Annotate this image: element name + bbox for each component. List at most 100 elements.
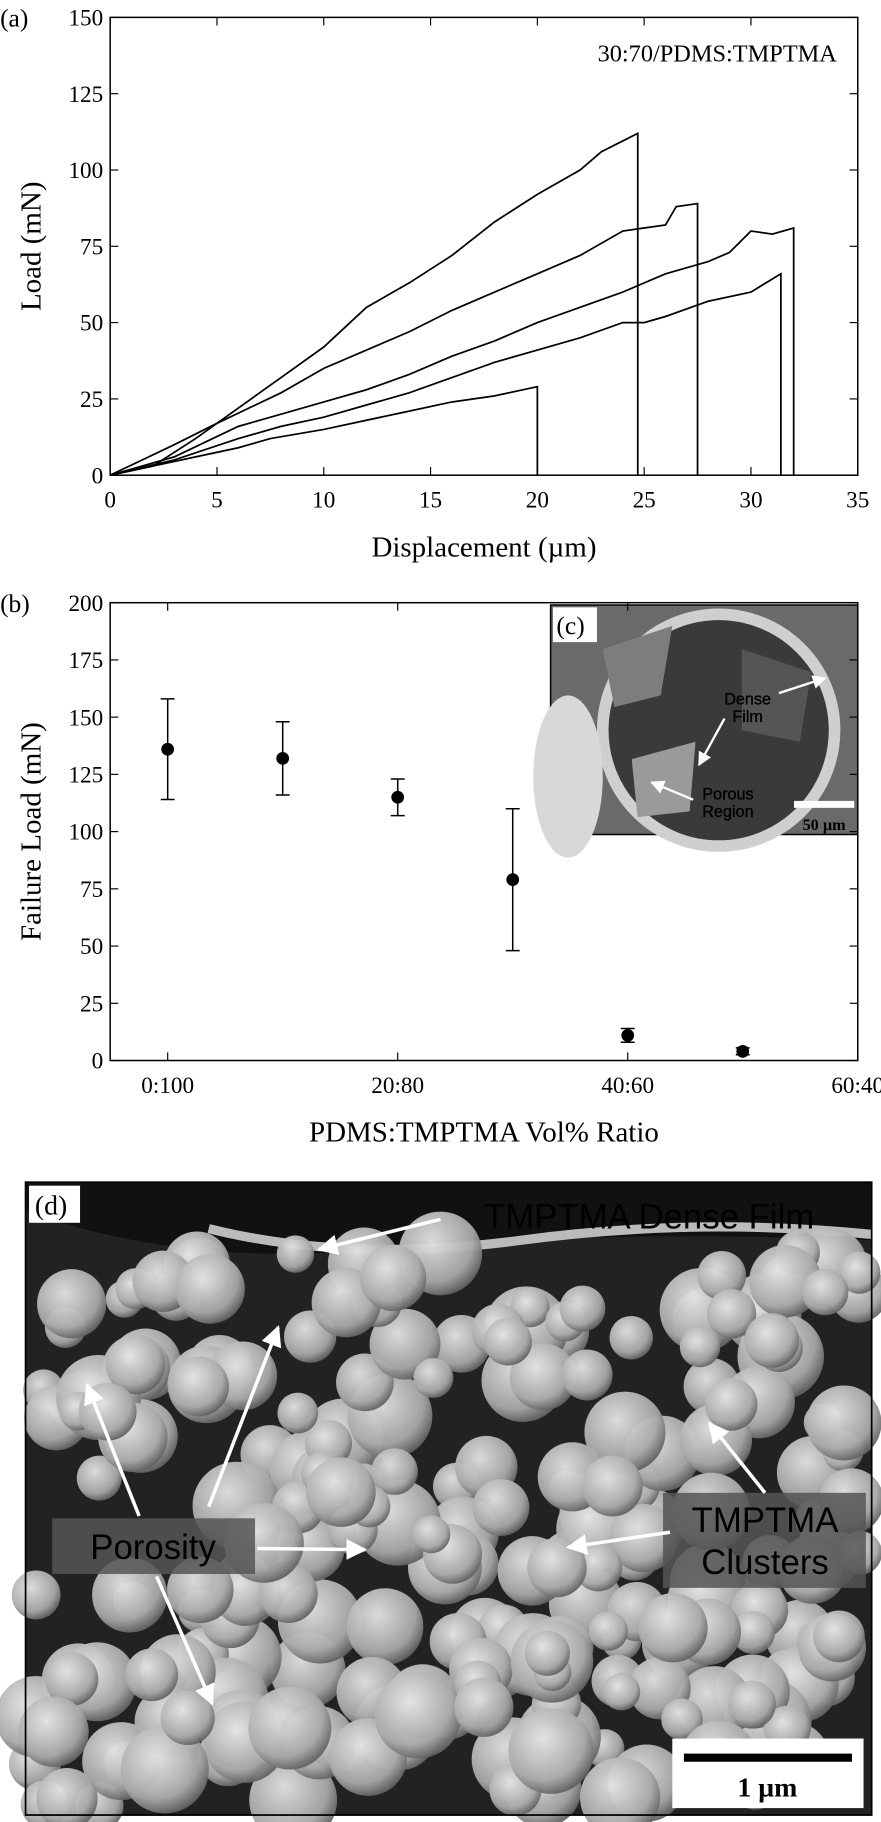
- scale-bar: [683, 1753, 852, 1762]
- cluster: [120, 1725, 209, 1814]
- cluster: [277, 1392, 319, 1434]
- y-tick-label: 175: [68, 648, 103, 674]
- arrow: [708, 1421, 767, 1494]
- cluster: [371, 1448, 418, 1495]
- cluster: [728, 1680, 776, 1729]
- cluster: [509, 1343, 577, 1411]
- label-bg: [52, 1518, 256, 1574]
- cluster: [813, 1610, 865, 1663]
- x-tick-label: 40:60: [601, 1073, 654, 1099]
- x-tick-label: 20:80: [371, 1073, 424, 1099]
- load-curve: [109, 131, 639, 477]
- x-tick-label: 10: [312, 488, 335, 514]
- y-tick-label: 25: [80, 387, 103, 413]
- cluster: [524, 1630, 570, 1676]
- scale-bar-bg: [672, 1738, 864, 1809]
- y-tick-label: 150: [68, 705, 103, 731]
- panel-label-bg: [29, 1185, 81, 1223]
- y-axis-label: Failure Load (mN): [16, 722, 48, 941]
- sem-image: (d) TMPTMA Dense Film Porosity TMPTMA Cluste…: [0, 1181, 881, 1822]
- annotation: Region: [702, 803, 753, 821]
- cluster: [744, 1313, 800, 1368]
- arrow: [650, 780, 694, 801]
- cluster: [472, 1479, 530, 1536]
- data-point: [161, 742, 175, 756]
- cluster: [588, 1611, 629, 1651]
- load-curve: [109, 272, 782, 477]
- cluster: [175, 1254, 245, 1324]
- arrow: [778, 675, 827, 695]
- y-tick-label: 50: [80, 934, 103, 960]
- load-curve: [109, 385, 539, 477]
- y-tick-label: 200: [68, 591, 103, 617]
- cluster: [484, 1317, 532, 1366]
- y-tick-label: 75: [80, 234, 103, 260]
- arrow: [84, 1383, 141, 1517]
- panel-label-bg: [552, 607, 597, 643]
- load-curve: [109, 226, 795, 477]
- arrow: [257, 1538, 368, 1560]
- cluster: [374, 1671, 462, 1759]
- y-tick-label: 75: [80, 877, 103, 903]
- cluster: [838, 1251, 881, 1294]
- fragment: [631, 741, 696, 818]
- annotation: TMPTMA: [692, 1502, 840, 1540]
- y-axis-label: Load (mN): [16, 182, 48, 312]
- cluster: [584, 1391, 666, 1473]
- y-tick-label: 100: [68, 820, 103, 846]
- y-tick-label: 50: [80, 311, 103, 337]
- load-curve: [109, 202, 699, 476]
- cluster: [78, 1382, 137, 1441]
- cluster: [36, 1768, 98, 1822]
- cluster: [412, 1515, 451, 1554]
- cluster: [360, 1245, 427, 1312]
- x-tick-label: 0: [104, 488, 116, 514]
- scale-bar-label: 50 µm: [803, 816, 847, 834]
- arrow: [154, 1575, 215, 1706]
- y-tick-label: 150: [68, 5, 103, 31]
- panel-label: (c): [556, 611, 584, 640]
- cluster: [731, 1610, 775, 1655]
- cluster: [346, 1588, 424, 1665]
- cluster: [125, 1648, 179, 1702]
- arrow: [207, 1325, 282, 1508]
- annotation: Porosity: [90, 1529, 216, 1567]
- y-tick-label: 100: [68, 158, 103, 184]
- data-point: [276, 751, 290, 765]
- cluster: [45, 1652, 99, 1706]
- plot-frame: [109, 16, 859, 476]
- cluster: [559, 1285, 606, 1332]
- cluster: [76, 1455, 122, 1501]
- x-tick-label: 25: [633, 488, 656, 514]
- x-tick-label: 35: [846, 488, 869, 514]
- cluster: [638, 1593, 708, 1663]
- cluster: [582, 1455, 643, 1517]
- y-tick-label: 0: [92, 1049, 104, 1075]
- x-tick-label: 0:100: [141, 1073, 194, 1099]
- x-tick-label: 60:40: [831, 1073, 881, 1099]
- cluster: [609, 1503, 678, 1573]
- neighbor: [533, 695, 603, 858]
- x-tick-label: 5: [211, 488, 223, 514]
- data-point: [391, 790, 405, 804]
- label-bg: [663, 1492, 866, 1588]
- arrow: [565, 1530, 671, 1555]
- cluster: [580, 1757, 661, 1822]
- annotation: Clusters: [701, 1544, 829, 1582]
- y-tick-label: 125: [68, 762, 103, 788]
- fragment: [741, 649, 812, 742]
- cluster: [306, 1457, 376, 1527]
- cluster: [704, 1378, 758, 1431]
- scale-bar: [794, 800, 855, 808]
- cluster: [806, 1385, 881, 1461]
- cluster: [574, 1543, 623, 1592]
- cluster: [276, 1235, 315, 1273]
- annotation: TMPTMA Dense Film: [484, 1199, 814, 1237]
- cluster: [602, 1672, 641, 1711]
- cluster: [802, 1268, 849, 1316]
- x-tick-label: 20: [526, 488, 549, 514]
- cluster: [160, 1690, 215, 1746]
- cluster: [454, 1677, 514, 1737]
